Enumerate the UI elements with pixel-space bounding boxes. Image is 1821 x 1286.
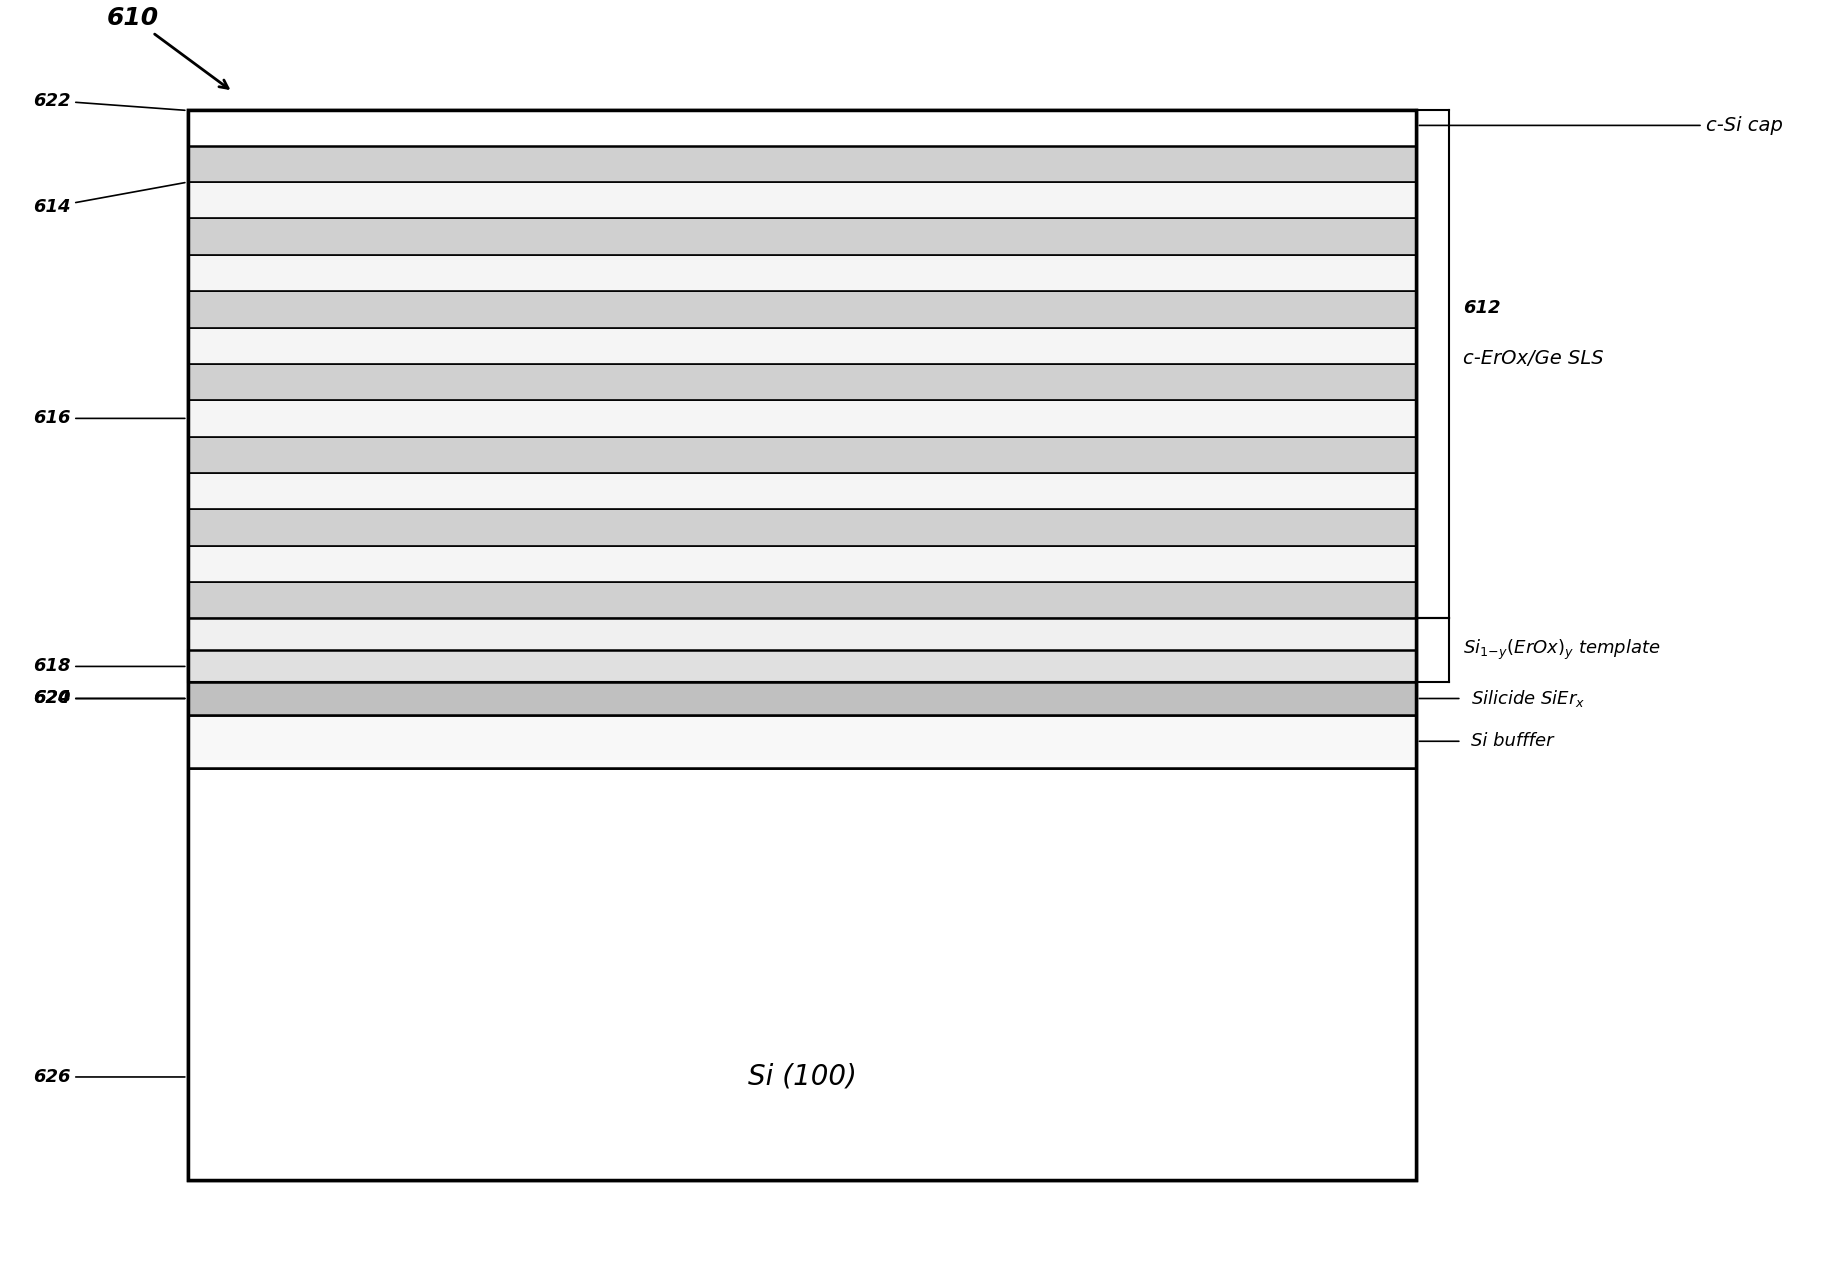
Bar	[188, 436, 1417, 473]
Bar	[188, 111, 1417, 1179]
Bar	[188, 111, 1417, 1179]
Text: 626: 626	[33, 1067, 186, 1085]
Text: c-Si cap: c-Si cap	[1419, 116, 1783, 135]
Bar	[188, 400, 1417, 436]
Text: 622: 622	[33, 91, 186, 111]
Text: 618: 618	[33, 657, 186, 675]
Bar	[188, 291, 1417, 328]
Text: 610: 610	[106, 5, 228, 89]
Text: $Si_{1\!-\!y}(ErOx)_{y}$ template: $Si_{1\!-\!y}(ErOx)_{y}$ template	[1464, 638, 1661, 662]
Text: 616: 616	[33, 409, 186, 427]
Bar	[188, 545, 1417, 583]
Bar	[188, 583, 1417, 619]
Bar	[188, 715, 1417, 768]
Text: 612: 612	[1464, 300, 1501, 318]
Bar	[188, 473, 1417, 509]
Text: c-ErOx/Ge SLS: c-ErOx/Ge SLS	[1464, 349, 1604, 368]
Bar	[188, 364, 1417, 400]
Bar	[188, 651, 1417, 683]
Text: 614: 614	[33, 183, 186, 216]
Bar	[188, 683, 1417, 715]
Bar	[188, 145, 1417, 183]
Bar	[188, 328, 1417, 364]
Bar	[188, 255, 1417, 291]
Bar	[188, 509, 1417, 545]
Text: 620: 620	[33, 689, 186, 707]
Text: Si bufffer: Si bufffer	[1471, 732, 1553, 750]
Text: Silicide $SiEr_x$: Silicide $SiEr_x$	[1471, 688, 1584, 709]
Bar	[188, 183, 1417, 219]
Bar	[188, 111, 1417, 145]
Bar	[188, 619, 1417, 651]
Bar	[188, 768, 1417, 1179]
Text: Si (100): Si (100)	[748, 1064, 856, 1091]
Bar	[188, 219, 1417, 255]
Text: 624: 624	[33, 689, 186, 707]
